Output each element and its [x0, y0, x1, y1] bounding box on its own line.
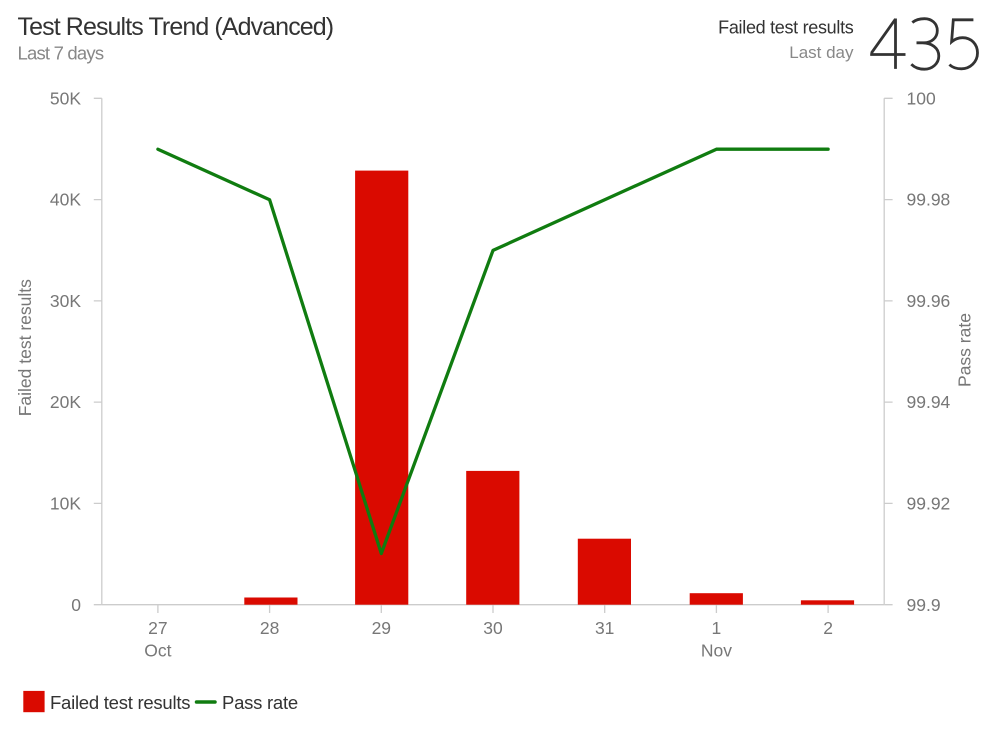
svg-text:99.92: 99.92 [907, 494, 951, 514]
svg-text:99.94: 99.94 [907, 392, 951, 412]
svg-text:Oct: Oct [144, 641, 171, 661]
svg-text:Last day: Last day [789, 43, 854, 62]
svg-text:Nov: Nov [701, 641, 732, 661]
svg-text:Pass rate: Pass rate [222, 692, 298, 713]
svg-text:0: 0 [71, 595, 81, 615]
svg-text:31: 31 [595, 618, 614, 638]
svg-text:29: 29 [372, 618, 391, 638]
svg-text:50K: 50K [50, 88, 81, 108]
svg-text:28: 28 [260, 618, 279, 638]
svg-text:40K: 40K [50, 190, 81, 210]
svg-text:Test Results Trend (Advanced): Test Results Trend (Advanced) [18, 13, 334, 41]
svg-text:Failed test results: Failed test results [718, 17, 854, 37]
svg-text:99.98: 99.98 [907, 190, 951, 210]
svg-text:Last 7 days: Last 7 days [18, 42, 104, 63]
svg-text:100: 100 [907, 88, 936, 108]
svg-text:99.96: 99.96 [907, 291, 951, 311]
svg-text:27: 27 [148, 618, 167, 638]
svg-text:99.9: 99.9 [907, 595, 941, 615]
svg-text:30K: 30K [50, 291, 81, 311]
svg-text:Failed test results: Failed test results [15, 279, 35, 416]
svg-text:Pass rate: Pass rate [955, 313, 975, 387]
svg-text:2: 2 [823, 618, 833, 638]
svg-text:20K: 20K [50, 392, 81, 412]
svg-text:30: 30 [483, 618, 503, 638]
svg-text:1: 1 [712, 618, 722, 638]
svg-text:10K: 10K [50, 494, 81, 514]
svg-text:Failed test results: Failed test results [50, 692, 190, 713]
